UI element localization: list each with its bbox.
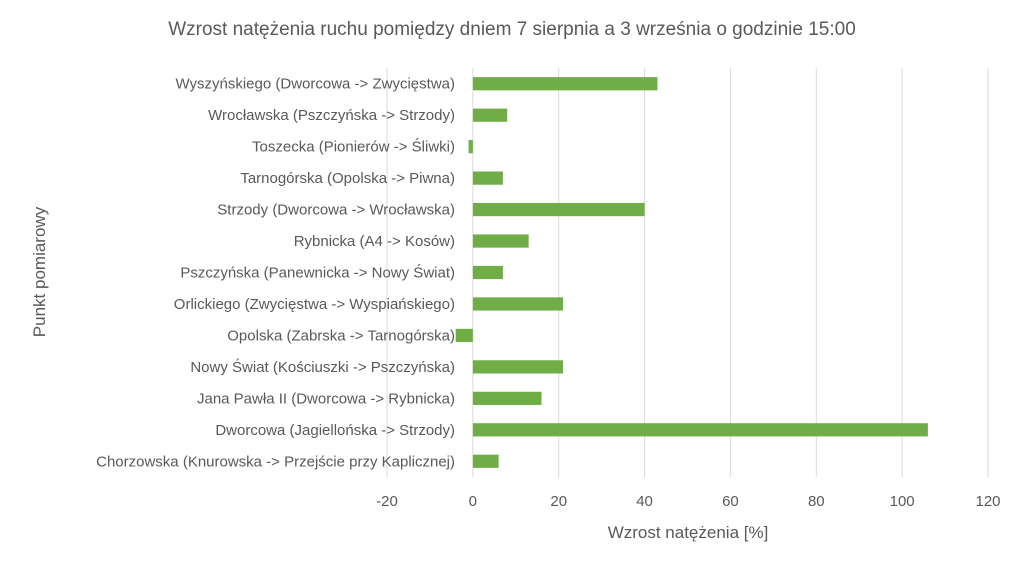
x-tick-label: 60 <box>722 493 739 510</box>
x-tick-label: -20 <box>376 493 398 510</box>
x-tick-label: 40 <box>636 493 653 510</box>
x-tick-label: 20 <box>550 493 567 510</box>
bar <box>472 108 508 122</box>
bar <box>455 328 473 343</box>
bar <box>472 423 928 437</box>
x-axis-title: Wzrost natężenia [%] <box>608 523 769 542</box>
category-label: Rybnicka (A4 -> Kosów) <box>294 233 455 250</box>
category-label: Nowy Świat (Kościuszki -> Pszczyńska) <box>190 358 455 376</box>
category-labels: Wyszyńskiego (Dworcowa -> Zwycięstwa) Wro… <box>96 76 455 471</box>
bar <box>472 360 564 374</box>
category-label: Tarnogórska (Opolska -> Piwna) <box>240 170 455 187</box>
category-label: Pszczyńska (Panewnicka -> Nowy Świat) <box>180 264 455 282</box>
x-tick-label: 100 <box>890 493 915 510</box>
bar <box>472 171 503 185</box>
x-tick-labels: -20 0 20 40 60 80 100 120 <box>376 493 1000 510</box>
bar <box>472 202 645 217</box>
category-label: Strzody (Dworcowa -> Wrocławska) <box>217 202 455 219</box>
category-label: Orlickiego (Zwycięstwa -> Wyspiańskiego) <box>174 296 455 313</box>
category-label: Toszecka (Pionierów -> Śliwki) <box>252 138 455 156</box>
bar <box>472 265 503 280</box>
category-label: Opolska (Zabrska -> Tarnogórska) <box>227 327 455 344</box>
bar <box>472 297 564 311</box>
category-label: Wrocławska (Pszczyńska -> Strzody) <box>208 107 455 124</box>
x-tick-label: 80 <box>808 493 825 510</box>
category-label: Jana Pawła II (Dworcowa -> Rybnicka) <box>197 390 455 407</box>
bars <box>455 77 928 468</box>
bar <box>472 454 499 468</box>
category-label: Chorzowska (Knurowska -> Przejście przy … <box>96 453 455 470</box>
bar <box>472 234 529 248</box>
bar <box>468 140 473 154</box>
category-label: Dworcowa (Jagiellońska -> Strzody) <box>215 422 455 439</box>
chart-title: Wzrost natężenia ruchu pomiędzy dniem 7 … <box>168 19 856 40</box>
x-tick-label: 120 <box>975 493 1000 510</box>
x-tick-label: 0 <box>469 493 477 510</box>
bar <box>472 391 542 405</box>
y-axis-title: Punkt pomiarowy <box>30 206 49 337</box>
category-label: Wyszyńskiego (Dworcowa -> Zwycięstwa) <box>175 76 455 93</box>
bar <box>472 77 658 91</box>
gridlines <box>386 68 989 477</box>
